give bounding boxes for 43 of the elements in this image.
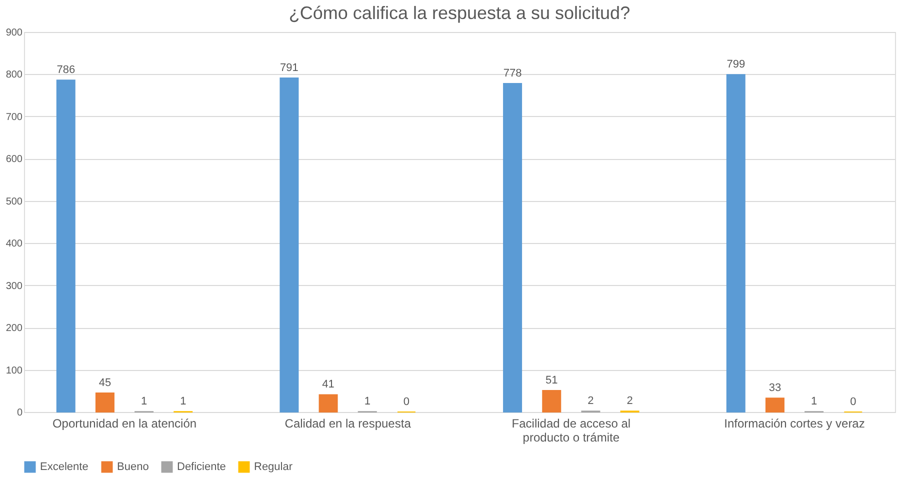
data-label: 778 [503, 68, 522, 80]
bar [318, 394, 338, 412]
y-tick-label: 800 [6, 70, 23, 81]
chart-title: ¿Cómo califica la respuesta a su solicitud? [288, 3, 630, 23]
bar [56, 80, 76, 412]
data-label: 0 [403, 396, 410, 408]
data-label: 1 [180, 396, 186, 408]
data-label: 1 [810, 396, 818, 408]
legend-label: Bueno [117, 461, 149, 473]
y-tick-label: 900 [6, 28, 23, 38]
y-tick-label: 600 [6, 154, 23, 166]
data-label: 45 [98, 377, 112, 389]
y-tick-label: 700 [6, 112, 23, 123]
bar [726, 74, 746, 412]
legend-label: Regular [254, 461, 293, 473]
legend-label: Excelente [40, 461, 88, 473]
data-label: 2 [626, 395, 633, 408]
y-tick-label: 200 [6, 323, 23, 334]
y-tick-label: 300 [6, 280, 23, 292]
x-tick-label: Oportunidad en la atención [52, 416, 197, 430]
data-label: 2 [588, 395, 594, 408]
bar [765, 398, 784, 412]
data-label: 33 [768, 382, 782, 394]
bar [280, 78, 299, 412]
data-label: 0 [850, 396, 856, 408]
x-tick-label: Calidad en la respuesta [284, 416, 412, 430]
data-label: 1 [364, 396, 370, 408]
y-tick-label: 500 [6, 196, 23, 208]
data-label: 786 [56, 64, 76, 76]
data-label: 51 [546, 374, 558, 386]
data-label: 791 [280, 62, 298, 74]
x-tick-label: Información cortes y veraz [724, 416, 865, 430]
data-label: 799 [726, 58, 746, 71]
y-tick-label: 100 [6, 365, 23, 376]
bar [503, 83, 522, 412]
bar [95, 392, 114, 412]
y-tick-label: 400 [6, 238, 23, 250]
x-tick-label: Facilidad de acceso al producto o trámite [512, 416, 631, 444]
data-label: 1 [140, 396, 148, 408]
y-tick-label: 0 [16, 408, 23, 418]
data-label: 41 [322, 378, 334, 391]
bar [542, 390, 562, 412]
legend-label: Deficiente [177, 461, 226, 473]
